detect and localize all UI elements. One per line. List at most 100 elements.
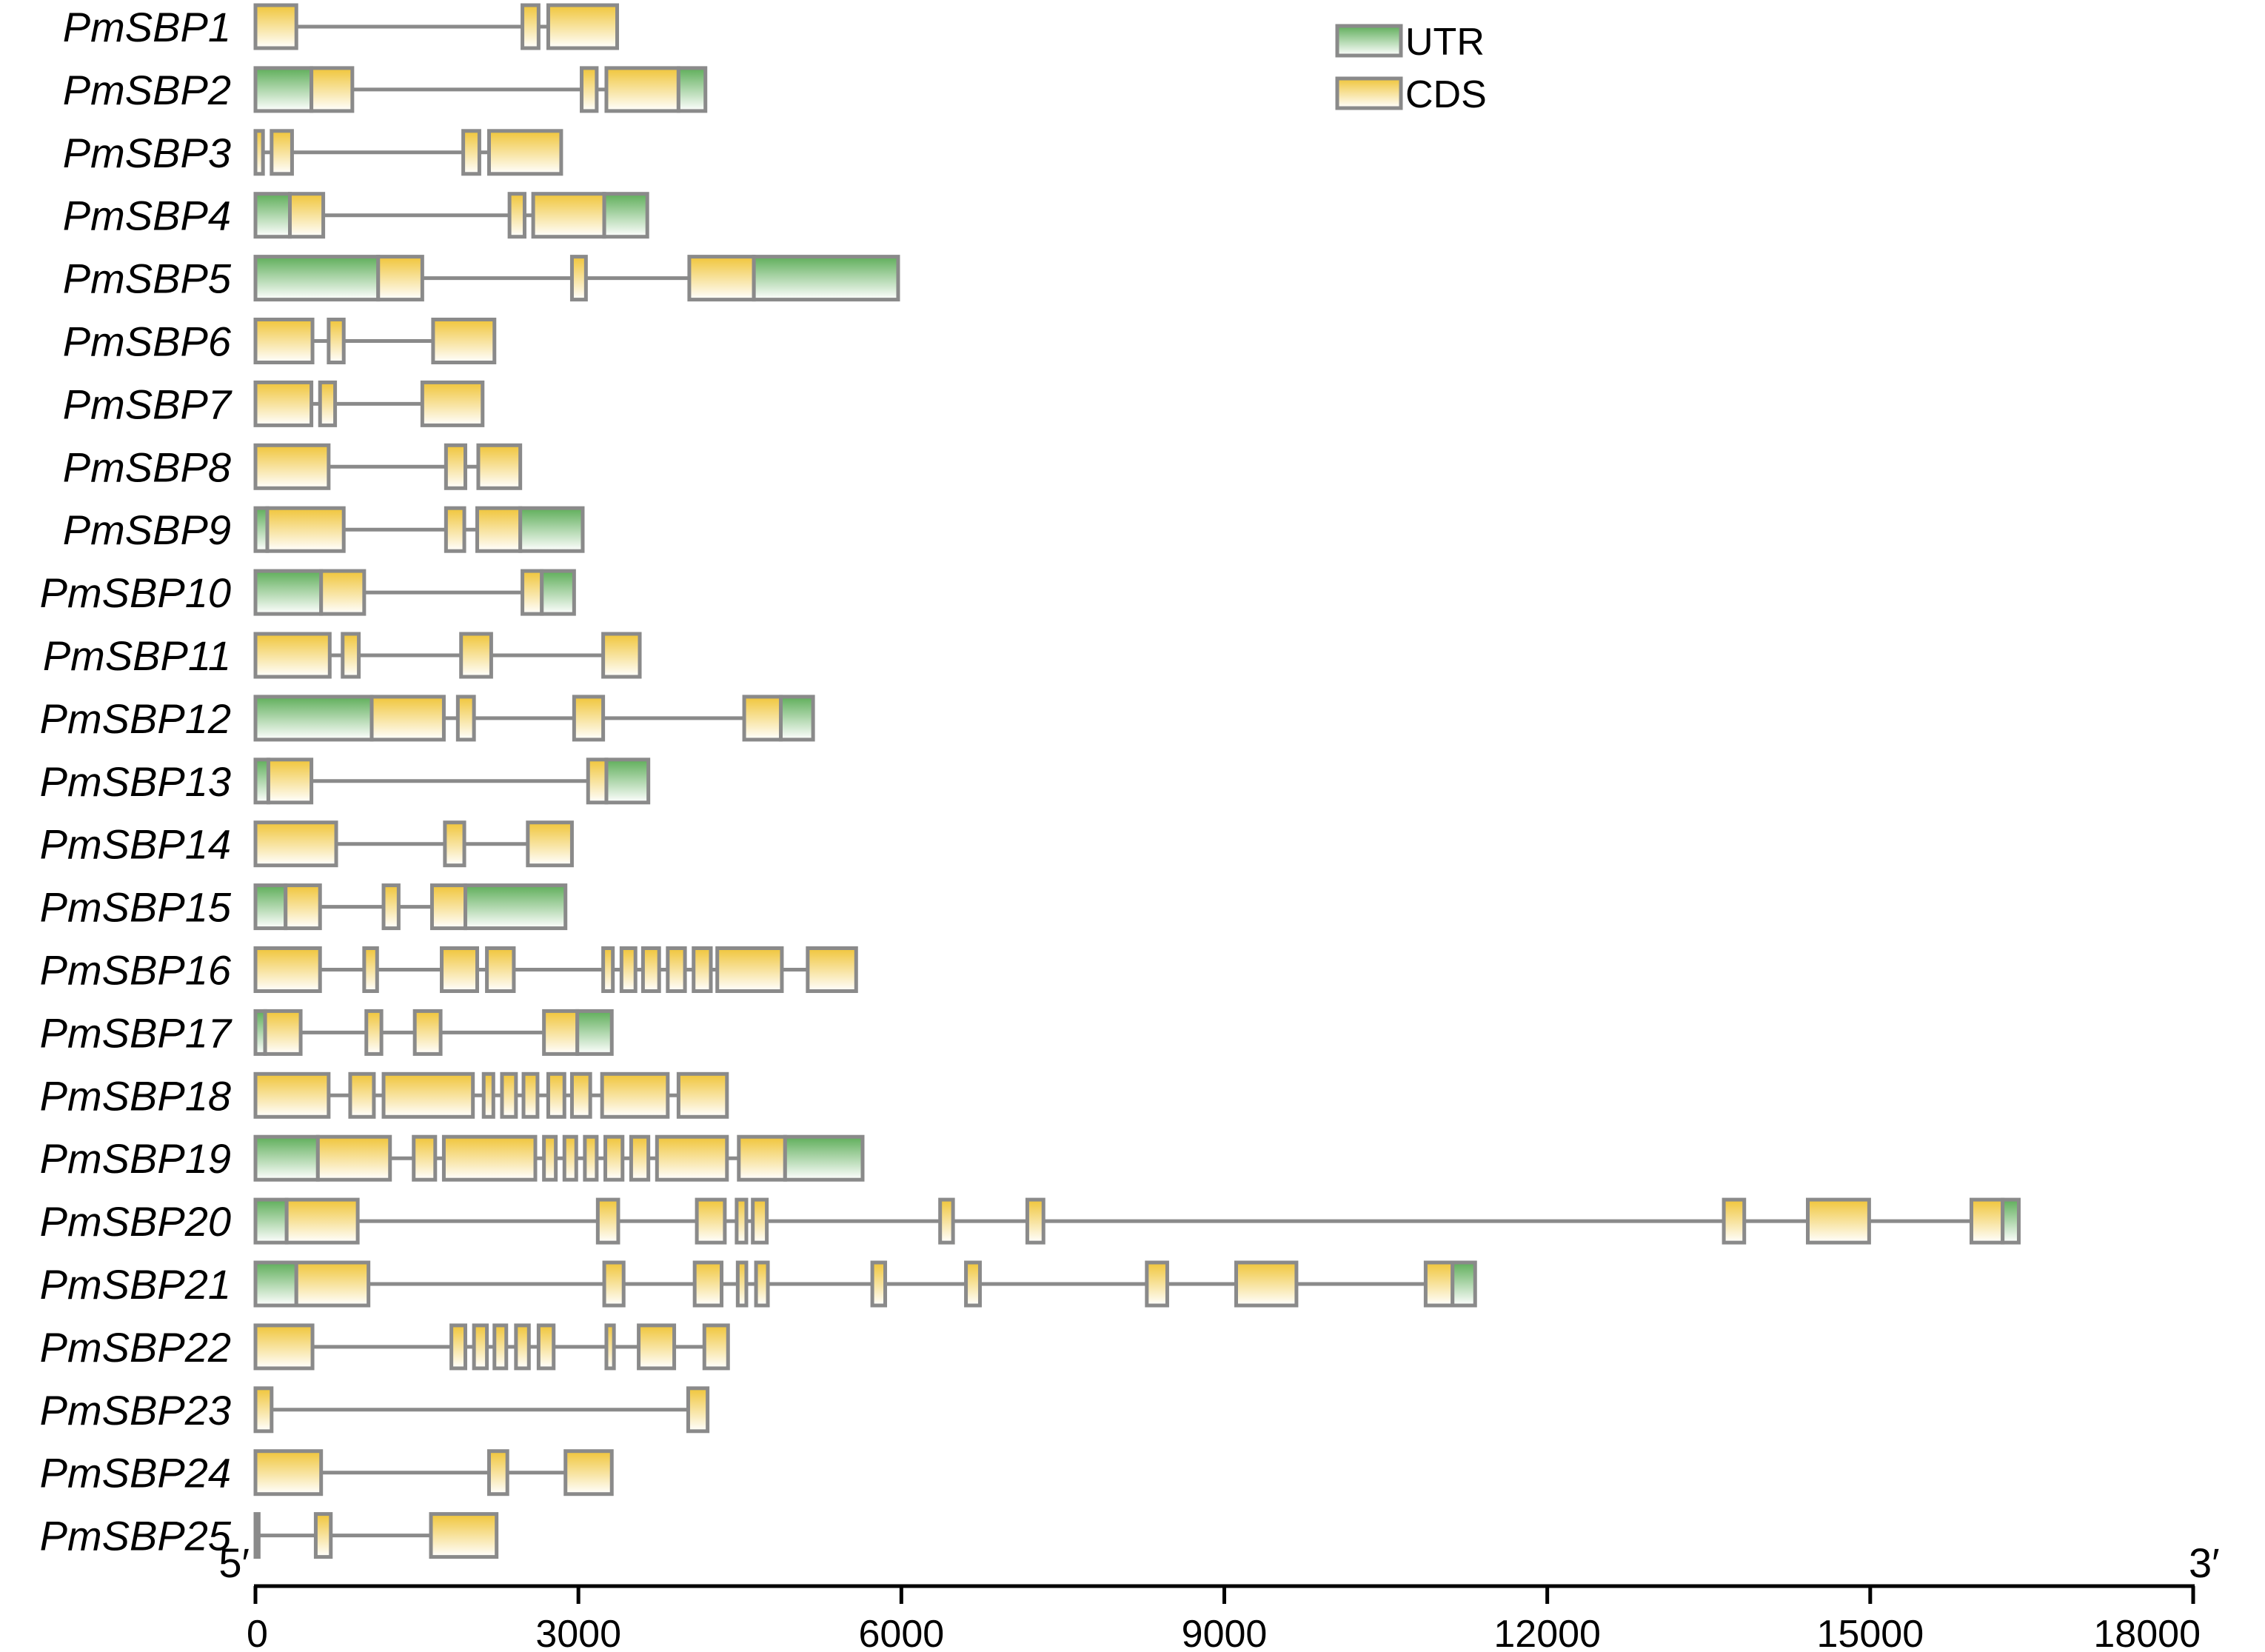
- cds-block: [806, 946, 858, 993]
- gene-label: PmSBP10: [40, 569, 231, 616]
- x-axis-ticks: 0 3000 6000 9000 12000 15000 18000: [247, 1586, 2201, 1652]
- cds-block: [715, 946, 784, 993]
- cds-block: [1806, 1197, 1871, 1245]
- cds-block: [476, 443, 523, 490]
- cds-block: [263, 1009, 303, 1056]
- gene-row: PmSBP12: [40, 695, 815, 742]
- gene-row: PmSBP4: [63, 192, 649, 239]
- cds-block: [253, 1386, 274, 1434]
- gene-label: PmSBP22: [40, 1324, 231, 1371]
- cds-block: [253, 1449, 324, 1497]
- cds-block: [514, 1323, 531, 1371]
- cds-block: [542, 1134, 558, 1182]
- cds-block: [475, 506, 523, 553]
- cds-block: [629, 1134, 651, 1182]
- cds-block: [521, 1071, 540, 1119]
- cds-block: [253, 129, 265, 176]
- cds-block: [1969, 1197, 2005, 1245]
- cds-block: [443, 820, 466, 868]
- gene-row: PmSBP2: [63, 66, 708, 113]
- cds-block: [253, 443, 331, 490]
- cds-block: [412, 1009, 443, 1056]
- cds-block: [253, 1512, 261, 1559]
- gene-row: PmSBP11: [43, 632, 642, 679]
- cds-block: [253, 632, 332, 679]
- cds-block: [288, 192, 326, 239]
- gene-label: PmSBP25: [40, 1513, 232, 1559]
- utr-block: [676, 66, 708, 113]
- gene-row: PmSBP9: [63, 506, 585, 553]
- cds-block: [429, 883, 468, 931]
- cds-block: [751, 1197, 769, 1245]
- cds-block: [1234, 1260, 1299, 1308]
- gene-label: PmSBP3: [63, 130, 231, 176]
- cds-block: [253, 3, 298, 50]
- cds-block: [546, 3, 620, 50]
- legend: UTR CDS: [1335, 21, 1487, 116]
- gene-row: PmSBP3: [63, 129, 563, 176]
- gene-row: PmSBP8: [63, 443, 523, 490]
- gene-row: PmSBP25: [40, 1512, 499, 1559]
- cds-block: [429, 1512, 499, 1559]
- cds-block: [586, 758, 609, 805]
- cds-block: [364, 1009, 384, 1056]
- cds-block: [601, 946, 615, 993]
- gene-label: PmSBP9: [63, 506, 231, 553]
- gene-label: PmSBP6: [63, 318, 232, 365]
- cds-block: [655, 1134, 729, 1182]
- cds-block: [686, 1386, 710, 1434]
- cds-block: [583, 1134, 599, 1182]
- cds-block: [600, 1071, 670, 1119]
- legend-item-cds: CDS: [1335, 73, 1487, 116]
- cds-block: [1722, 1197, 1747, 1245]
- cds-block: [692, 1260, 724, 1308]
- gene-row: PmSBP13: [40, 758, 651, 805]
- gene-label: PmSBP15: [40, 884, 232, 931]
- legend-label-cds: CDS: [1405, 73, 1487, 116]
- gene-label: PmSBP16: [40, 947, 232, 994]
- cds-block: [485, 946, 516, 993]
- cds-block: [294, 1260, 371, 1308]
- cds-block: [253, 1071, 331, 1119]
- gene-row: PmSBP24: [40, 1449, 614, 1497]
- cds-block: [376, 255, 424, 302]
- utr-block: [602, 192, 649, 239]
- cds-block: [253, 380, 314, 427]
- utr-block: [575, 1009, 614, 1056]
- cds-block: [369, 695, 446, 742]
- cds-block: [595, 1197, 620, 1245]
- cds-block: [348, 1071, 376, 1119]
- x-axis-tick-label: 15000: [1817, 1613, 1924, 1652]
- cds-block: [341, 632, 361, 679]
- gene-label: PmSBP18: [40, 1072, 231, 1119]
- cds-block: [1423, 1260, 1455, 1308]
- cds-block: [737, 1134, 787, 1182]
- gene-row: PmSBP10: [40, 569, 576, 616]
- cds-block: [619, 946, 638, 993]
- utr-block: [253, 255, 381, 302]
- cds-block: [253, 820, 338, 868]
- gene-label: PmSBP17: [40, 1009, 232, 1056]
- cds-block: [381, 1071, 475, 1119]
- cds-block: [542, 1009, 580, 1056]
- gene-row: PmSBP21: [40, 1260, 1477, 1308]
- gene-label: PmSBP21: [40, 1261, 231, 1308]
- cds-block: [444, 506, 466, 553]
- cds-block: [313, 1512, 333, 1559]
- gene-row: PmSBP22: [40, 1323, 730, 1371]
- cds-block: [284, 1197, 360, 1245]
- gene-label: PmSBP20: [40, 1198, 231, 1245]
- cds-block: [270, 129, 294, 176]
- cds-block: [253, 318, 315, 364]
- utr-block: [540, 569, 576, 616]
- cds-block: [637, 1323, 677, 1371]
- utr-block: [783, 1134, 865, 1182]
- cds-block: [938, 1197, 955, 1245]
- cds-block: [666, 946, 687, 993]
- cds-block: [536, 1323, 556, 1371]
- cds-block: [265, 506, 346, 553]
- cds-block: [687, 255, 756, 302]
- x-axis-tick-label: 9000: [1182, 1613, 1268, 1652]
- cds-block: [315, 1134, 392, 1182]
- utr-block: [778, 695, 815, 742]
